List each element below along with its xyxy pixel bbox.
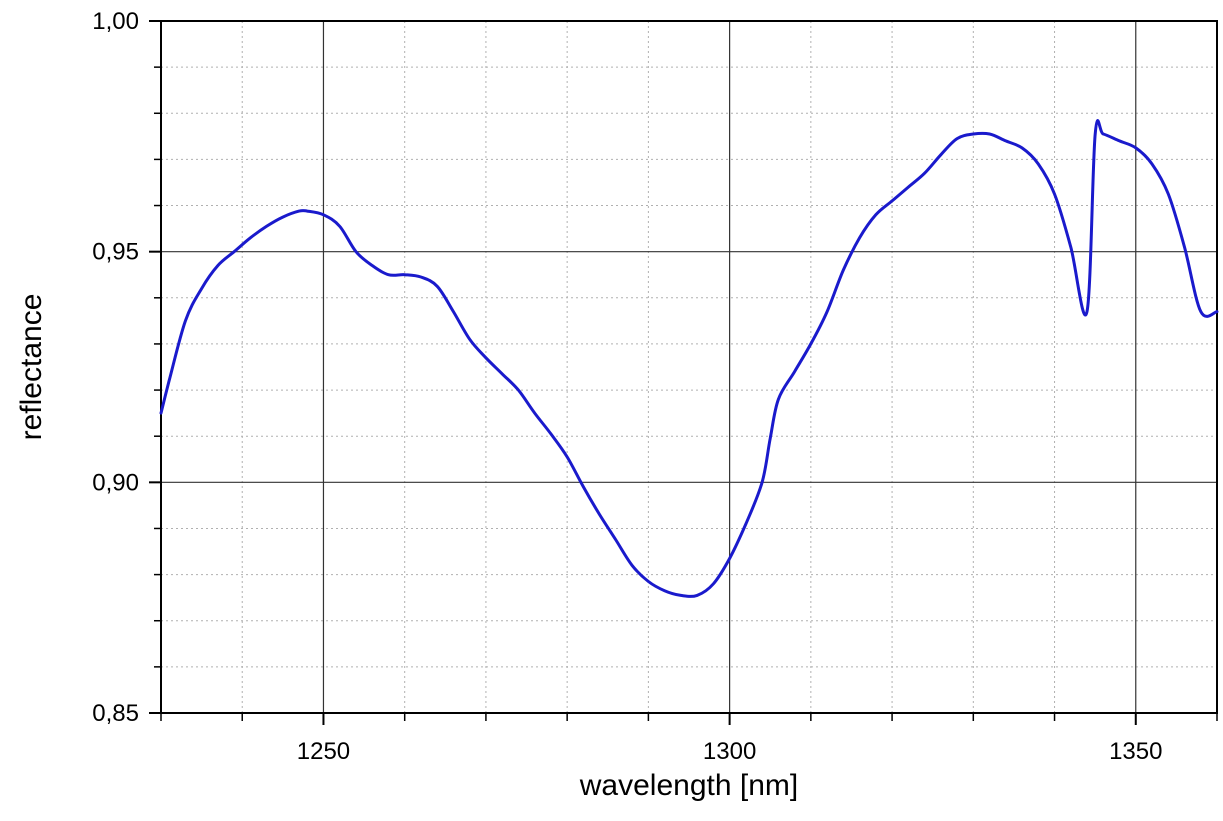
x-tick-label: 1250 xyxy=(297,738,350,765)
plot-frame xyxy=(160,20,1218,714)
minor-grid xyxy=(160,21,1218,713)
axis-ticks xyxy=(149,20,1218,725)
x-tick-label: 1300 xyxy=(703,738,756,765)
tick-labels: 1250 1300 1350 0,85 0,90 0,95 1,00 xyxy=(92,8,1162,765)
y-tick-label: 1,00 xyxy=(92,8,139,35)
reflectance-series-line xyxy=(159,119,1219,598)
y-tick-label: 0,85 xyxy=(92,700,139,727)
x-tick-label: 1350 xyxy=(1109,738,1162,765)
y-tick-label: 0,95 xyxy=(92,239,139,266)
x-axis-title: wavelength [nm] xyxy=(579,769,798,802)
major-grid xyxy=(161,20,1217,714)
y-tick-label: 0,90 xyxy=(92,469,139,496)
y-axis-title: reflectance xyxy=(15,294,48,441)
